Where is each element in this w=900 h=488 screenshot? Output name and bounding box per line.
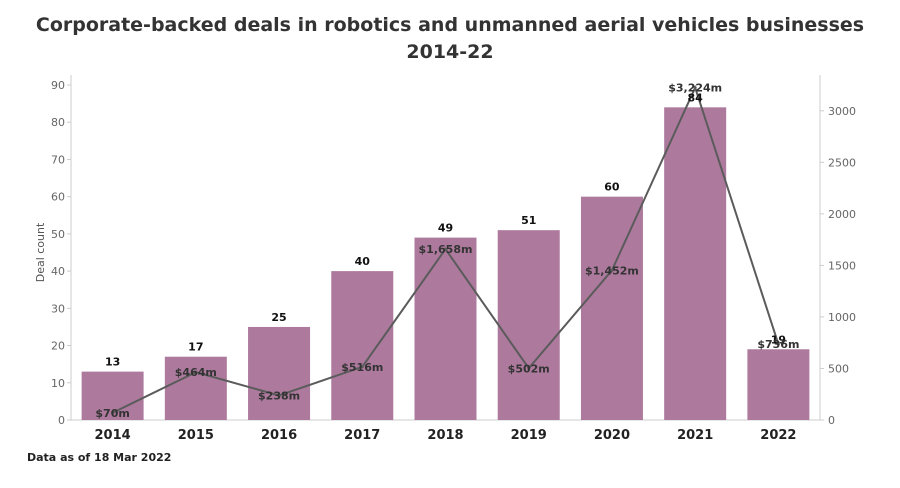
x-tick-label: 2019 (511, 428, 547, 443)
y-tick-label: 0 (58, 414, 65, 427)
line-value-label: $70m (95, 407, 129, 420)
bar (414, 237, 477, 420)
x-tick-label: 2016 (261, 428, 297, 443)
y2-tick-label: 1500 (828, 259, 856, 272)
line-value-label: $3,224m (668, 82, 722, 95)
line-value-label: $516m (341, 361, 383, 374)
chart-title-line-2: 2014-22 (406, 41, 494, 63)
x-tick-label: 2022 (760, 428, 796, 443)
x-tick-label: 2021 (677, 428, 713, 443)
line-point (610, 268, 614, 272)
y2-tick-label: 0 (828, 414, 835, 427)
bar (580, 196, 643, 420)
x-tick-label: 2014 (95, 428, 131, 443)
bar-value-label: 51 (521, 214, 536, 227)
line-point (776, 342, 780, 346)
x-tick-label: 2017 (344, 428, 380, 443)
y-tick-label: 40 (51, 265, 65, 278)
data-labels: 13 17 25 40 49 51 60 84 19 $70m $464m $238m $516m $1,… (95, 82, 799, 420)
line-value-label: $502m (508, 362, 550, 375)
bar-value-label: 19 (771, 333, 786, 346)
line-value-label: $1,452m (585, 264, 639, 277)
y-tick-label: 70 (51, 153, 65, 166)
line-point (194, 370, 198, 374)
y-tick-label: 10 (51, 377, 65, 390)
y-tick-label: 20 (51, 340, 65, 353)
y2-tick-label: 500 (828, 362, 849, 375)
line-point (693, 86, 697, 90)
line-point (360, 365, 364, 369)
bar-value-label: 84 (688, 91, 704, 104)
bar-value-label: 49 (438, 222, 453, 235)
y2-tick-label: 3000 (828, 105, 856, 118)
bar (664, 107, 727, 420)
line-point (527, 366, 531, 370)
line-value-label: $238m (258, 389, 300, 402)
y2-tick-label: 1000 (828, 311, 856, 324)
line-point (444, 247, 447, 251)
y-tick-label: 30 (51, 302, 65, 315)
bar (331, 271, 394, 420)
footnote: Data as of 18 Mar 2022 (27, 451, 172, 464)
bar-value-label: 40 (355, 255, 371, 268)
line-value-label: $736m (757, 338, 799, 351)
line-value-label: $464m (175, 366, 217, 379)
bar-series (81, 107, 810, 420)
chart-title-line-1: Corporate-backed deals in robotics and u… (35, 14, 865, 36)
y2-tick-label: 2500 (828, 156, 856, 169)
x-tick-label: 2020 (594, 428, 630, 443)
line-point (111, 411, 115, 415)
x-tick-label: 2018 (427, 428, 463, 443)
bar-value-label: 25 (271, 311, 286, 324)
y-tick-label: 90 (51, 79, 65, 92)
y-axis-title: Deal count (34, 222, 47, 282)
bar-value-label: 60 (604, 181, 620, 194)
bar (747, 349, 810, 420)
bar-value-label: 17 (188, 341, 203, 354)
y2-tick-label: 2000 (828, 208, 856, 221)
line-value-label: $1,658m (419, 243, 473, 256)
y-tick-label: 80 (51, 116, 65, 129)
line-point (277, 393, 281, 397)
y-tick-label: 50 (51, 228, 65, 241)
bar (248, 326, 311, 420)
bar (497, 230, 560, 420)
bar-value-label: 13 (105, 356, 120, 369)
bar (164, 356, 227, 420)
x-tick-label: 2015 (178, 428, 214, 443)
y-tick-label: 60 (51, 191, 65, 204)
line-series (111, 84, 780, 415)
chart-title: Corporate-backed deals in robotics and u… (0, 12, 900, 66)
